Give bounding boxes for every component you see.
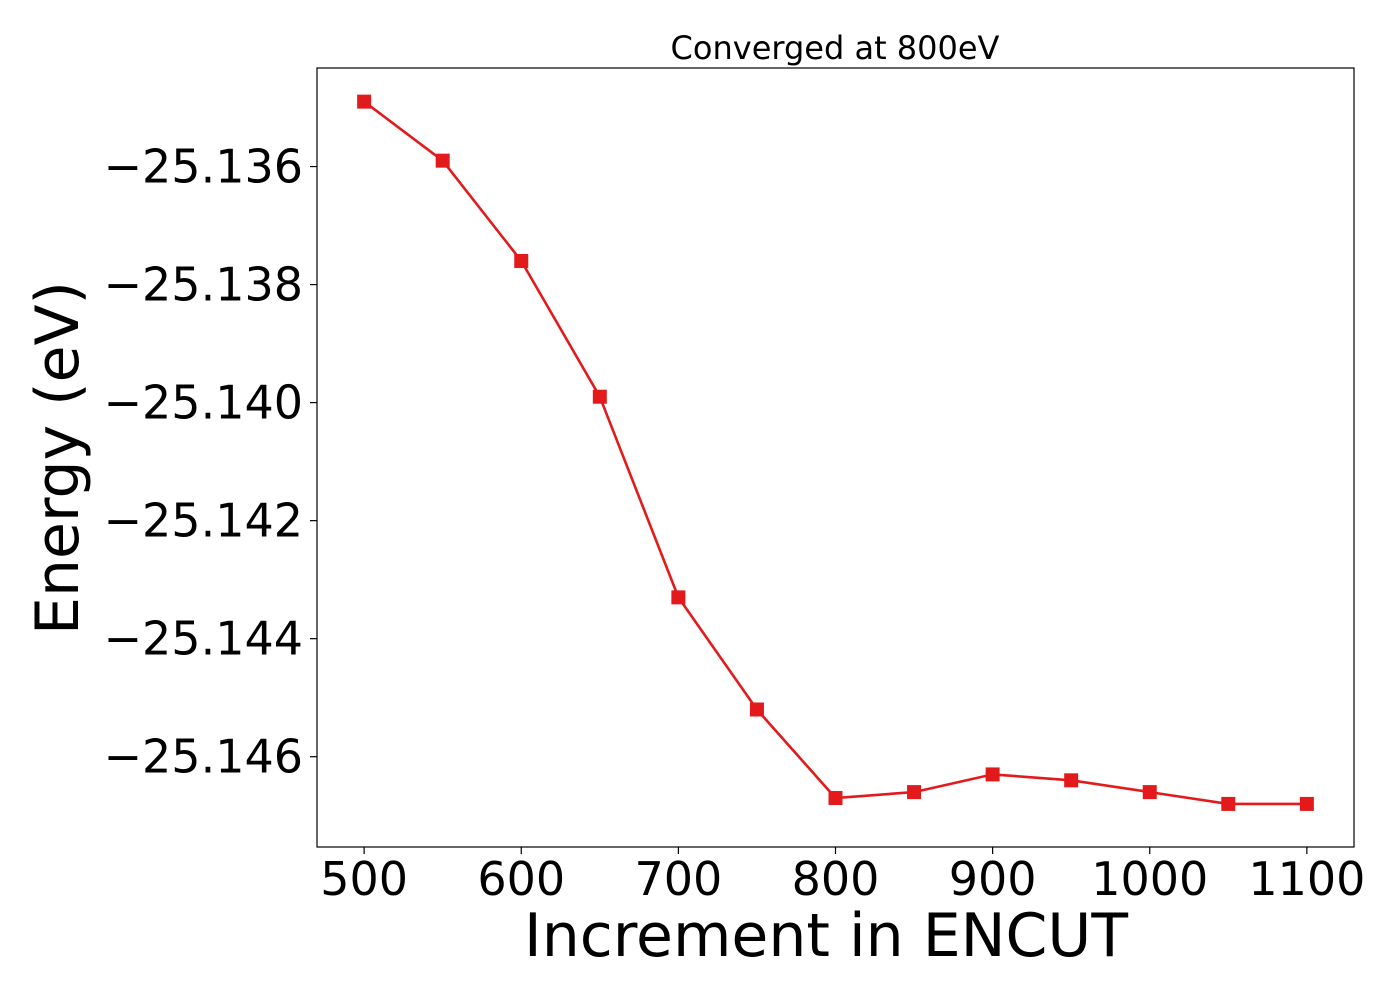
data-point: [1142, 785, 1157, 800]
x-tick-label: 600: [477, 852, 565, 906]
y-axis: −25.136 −25.138 −25.140 −25.142 −25.144 −25.1…: [104, 140, 317, 784]
data-point: [1064, 773, 1079, 788]
x-tick-label: 900: [949, 852, 1037, 906]
x-axis-label: Increment in ENCUT: [524, 901, 1128, 971]
chart-title: Converged at 800eV: [671, 29, 1000, 67]
data-point: [514, 253, 529, 268]
y-tick-label: −25.144: [104, 612, 304, 666]
x-tick-label: 1000: [1091, 852, 1208, 906]
y-tick-label: −25.136: [104, 140, 304, 194]
x-tick-label: 800: [792, 852, 880, 906]
y-axis-label: Energy (eV): [23, 281, 93, 635]
y-tick-label: −25.138: [104, 258, 304, 312]
x-tick-label: 500: [320, 852, 408, 906]
data-point: [357, 94, 372, 109]
data-point: [828, 791, 843, 806]
data-point: [1221, 796, 1236, 811]
series-markers: [357, 94, 1314, 811]
data-point: [671, 590, 686, 605]
y-tick-label: −25.142: [104, 494, 304, 548]
data-point: [907, 785, 922, 800]
y-tick-label: −25.146: [104, 730, 304, 784]
data-point: [985, 767, 1000, 782]
series-line: [363, 100, 1307, 806]
plot-frame: [316, 67, 1355, 848]
data-point: [1299, 796, 1314, 811]
data-point: [749, 702, 764, 717]
x-tick-label: 700: [634, 852, 722, 906]
y-tick-label: −25.140: [104, 376, 304, 430]
x-tick-label: 1100: [1248, 852, 1365, 906]
x-axis: 500 600 700 800 900 1000 1100: [320, 847, 1365, 906]
data-point: [592, 389, 607, 404]
data-point: [435, 153, 450, 168]
